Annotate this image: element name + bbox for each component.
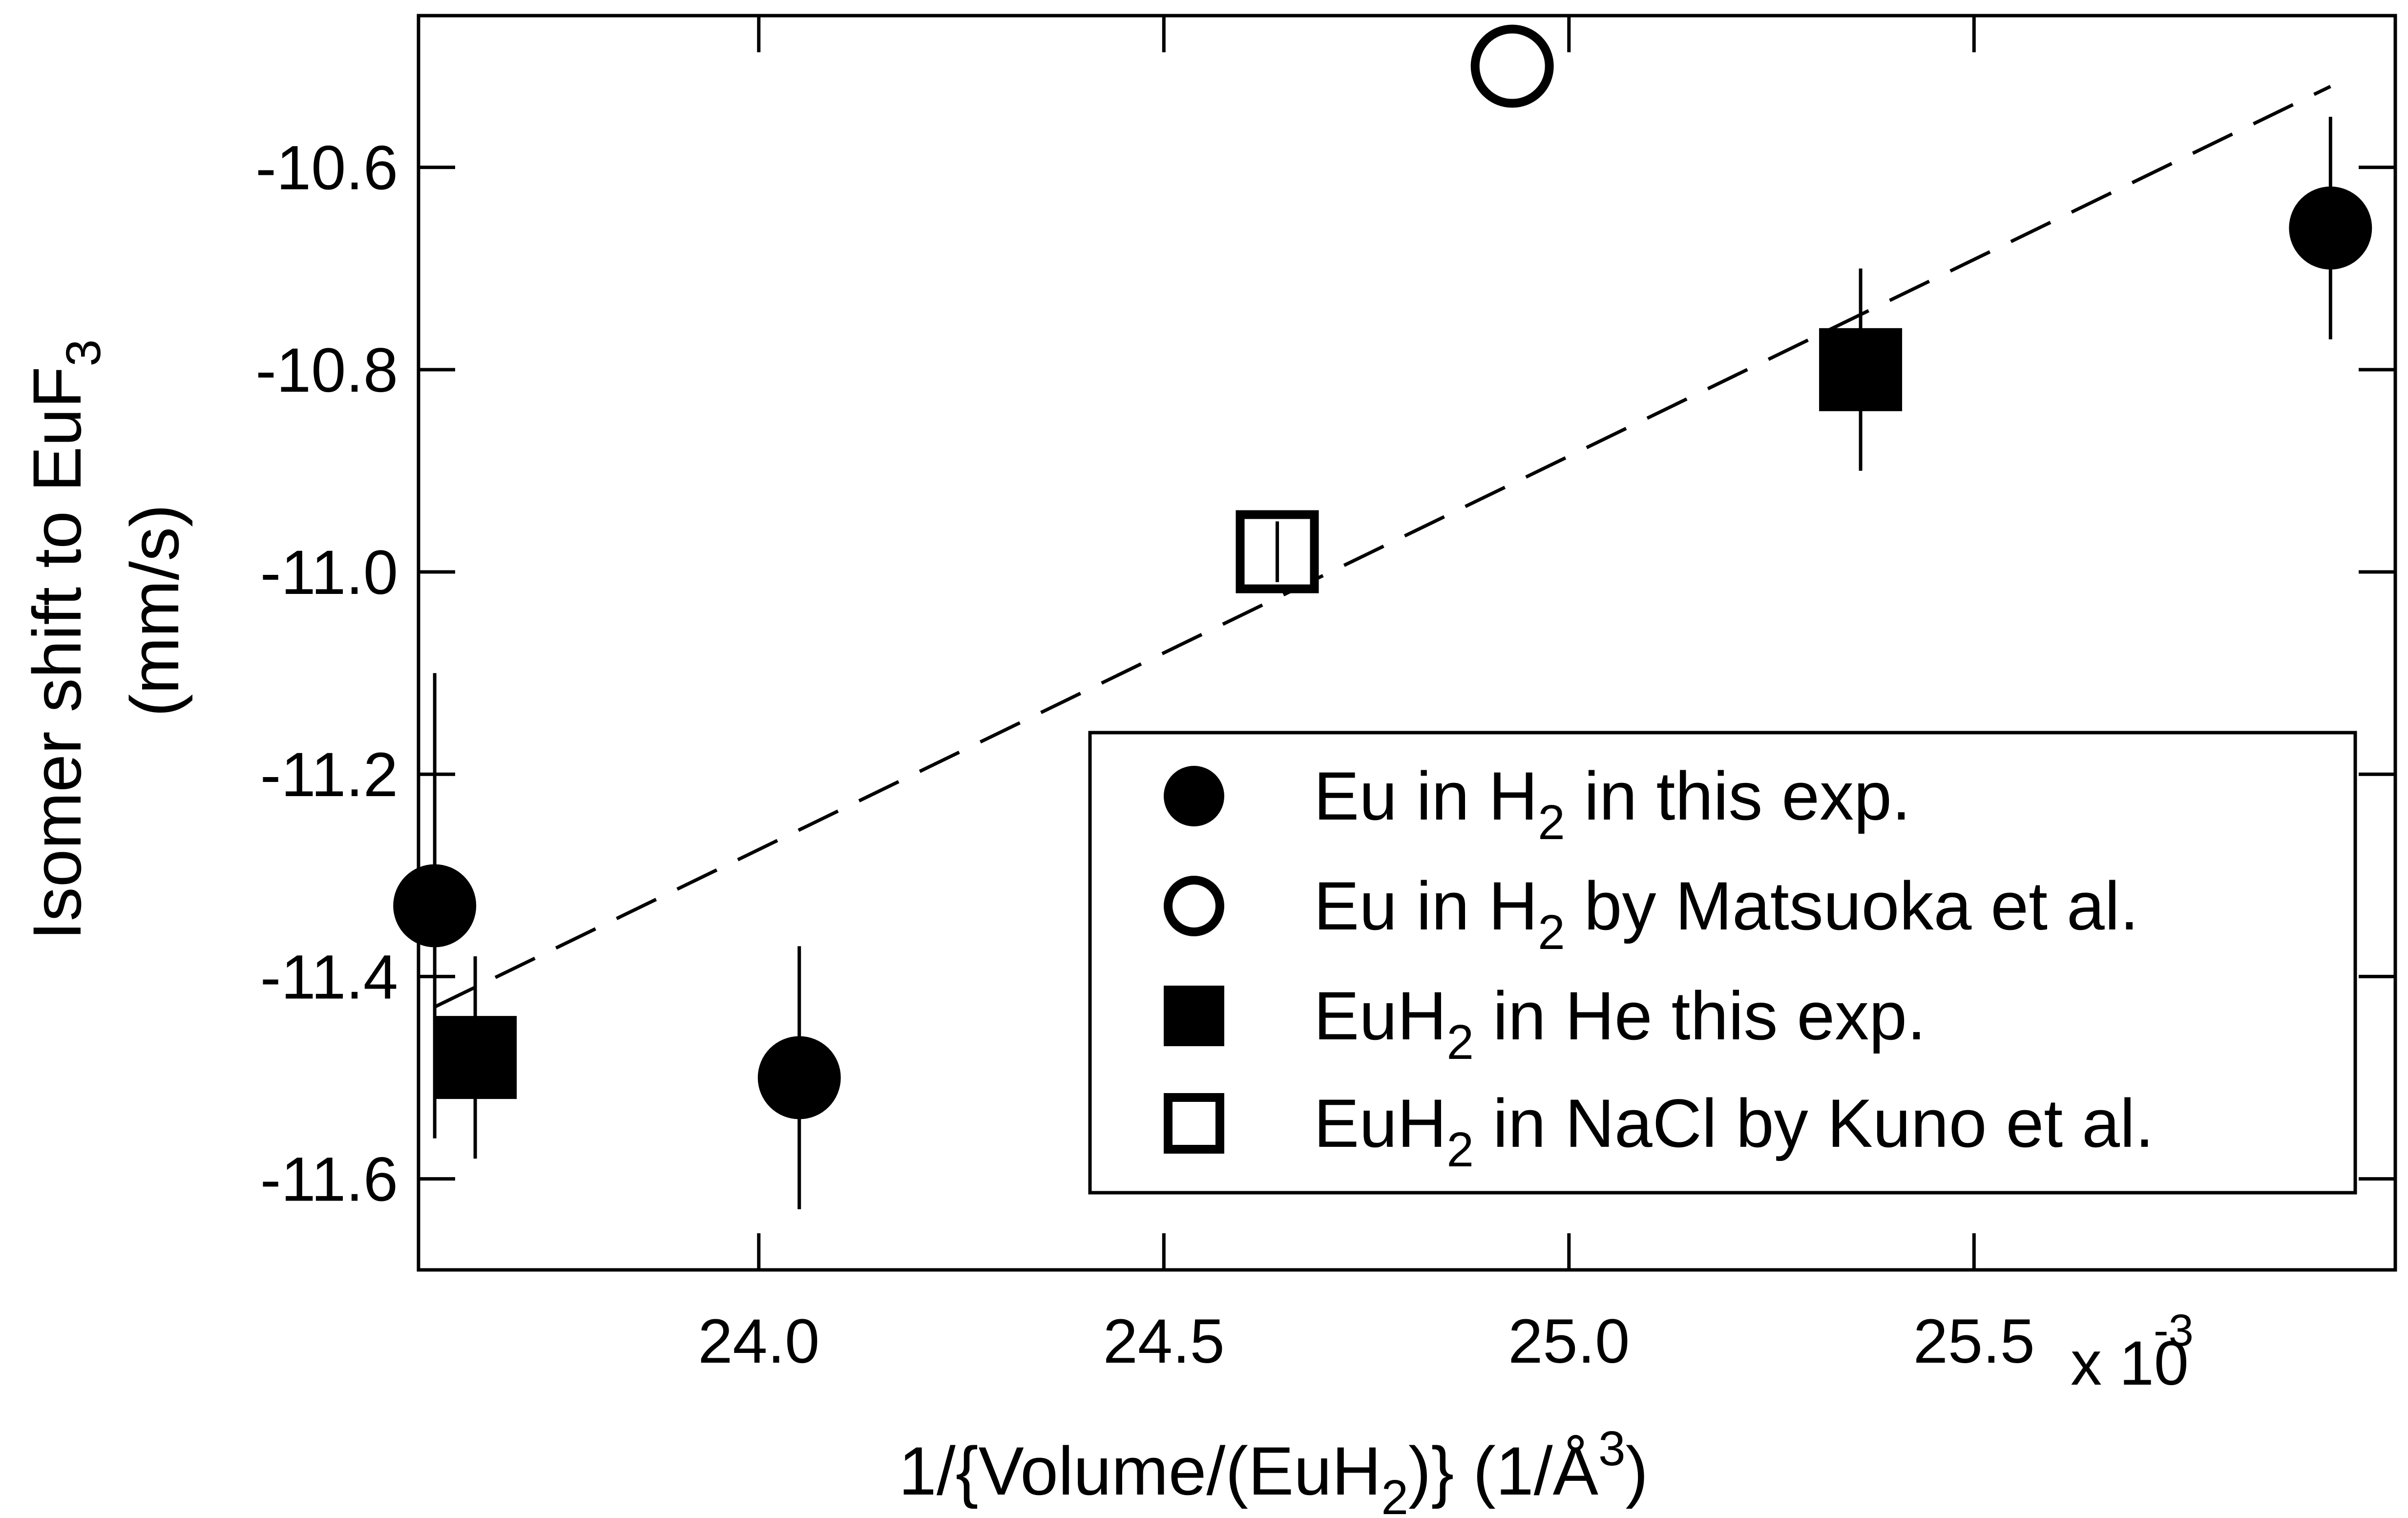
legend-box: [1088, 731, 2357, 1195]
fit-line: [434, 84, 2331, 1009]
legend-marker: [1164, 876, 1224, 936]
data-point: [2289, 186, 2372, 270]
y-axis-label-units: (mm/s): [116, 504, 193, 717]
y-tick-label: -11.4: [260, 942, 398, 1012]
data-point: [434, 1016, 517, 1099]
legend-label: Eu in H2 by Matsuoka et al.: [1314, 867, 2139, 960]
x-multiplier-exponent: -3: [2154, 1306, 2194, 1355]
legend-label: EuH2 in NaCl by Kuno et al.: [1314, 1085, 2154, 1177]
legend-label: Eu in H2 in this exp.: [1314, 758, 1911, 850]
y-axis-label: Isomer shift to EuF3: [19, 339, 111, 940]
x-tick-label: 25.5: [1913, 1307, 2035, 1376]
plot-frame: [417, 14, 2397, 1272]
data-point: [1470, 24, 1554, 108]
axis-labels: 1/{Volume/(EuH2)} (1/Å3) Isomer shift to …: [19, 339, 1648, 1518]
y-tick-label: -10.8: [255, 336, 398, 405]
legend-marker: [1164, 766, 1224, 826]
data-point: [1819, 328, 1903, 411]
y-tick-label: -11.6: [260, 1145, 398, 1215]
x-tick-label: 25.0: [1508, 1307, 1630, 1376]
legend: Eu in H2 in this exp. Eu in H2 by Matsuok…: [1088, 731, 2357, 1195]
x-tick-label: 24.0: [698, 1307, 819, 1376]
legend-marker: [1164, 986, 1224, 1046]
plot-axes: 24.0 24.5 25.0 25.5 x 10-3 -10.6 -10.8 -11.0 -11…: [255, 14, 2397, 1398]
legend-marker: [1164, 1093, 1224, 1154]
y-tick-label: -10.6: [255, 133, 398, 203]
x-multiplier: x 10: [2071, 1328, 2189, 1398]
data-points: [393, 24, 2372, 1209]
fit-line-group: [434, 84, 2331, 1009]
x-tick-label: 24.5: [1103, 1307, 1225, 1376]
x-axis-label: 1/{Volume/(EuH2)} (1/Å3): [899, 1421, 1648, 1518]
legend-label: EuH2 in He this exp.: [1314, 977, 1926, 1070]
data-point: [757, 1036, 841, 1119]
y-tick-label: -11.2: [260, 740, 398, 810]
data-point: [393, 864, 477, 948]
y-tick-label: -11.0: [260, 538, 398, 608]
